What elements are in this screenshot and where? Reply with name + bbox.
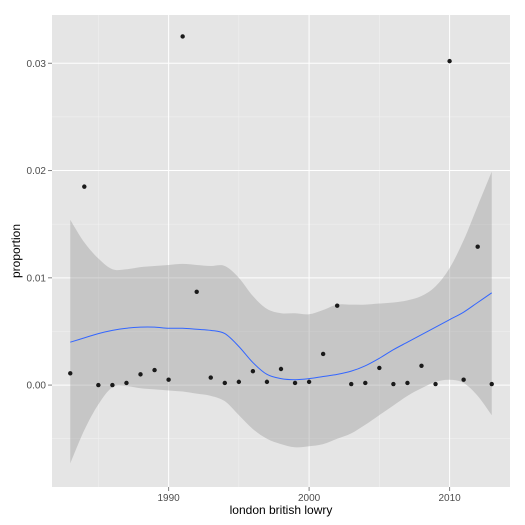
y-tick-label: 0.02 xyxy=(27,166,47,177)
data-point xyxy=(82,184,87,189)
data-point xyxy=(222,380,228,386)
data-point xyxy=(447,58,452,64)
data-point xyxy=(180,34,185,39)
data-point xyxy=(433,381,438,387)
major-gridlines xyxy=(52,15,510,487)
y-axis-ticks: 0.00 0.01 0.02 0.03 xyxy=(27,59,52,392)
data-point xyxy=(363,380,368,386)
x-axis-title: london british lowry xyxy=(230,503,333,517)
smooth-trend-line xyxy=(70,292,493,381)
data-point xyxy=(320,351,326,357)
data-point xyxy=(278,366,284,372)
minor-gridlines xyxy=(52,15,510,487)
x-tick-label: 2000 xyxy=(298,493,321,504)
data-point xyxy=(391,381,396,387)
data-point xyxy=(124,380,129,386)
x-tick-label: 2010 xyxy=(438,493,461,504)
x-tick-label: 1990 xyxy=(157,493,180,504)
y-tick-label: 0.01 xyxy=(27,273,47,284)
data-point xyxy=(194,289,199,294)
data-point xyxy=(405,380,410,386)
data-point xyxy=(250,368,256,374)
data-point xyxy=(166,377,171,382)
data-point xyxy=(349,381,354,387)
data-point xyxy=(377,365,382,371)
data-points xyxy=(68,34,494,388)
x-axis-ticks: 1990 2000 2010 xyxy=(157,487,461,504)
data-point xyxy=(236,379,242,385)
data-point xyxy=(264,379,270,385)
data-point xyxy=(334,303,340,308)
data-point xyxy=(475,244,480,249)
confidence-ribbon xyxy=(70,171,492,464)
data-point xyxy=(96,382,101,388)
y-tick-label: 0.00 xyxy=(27,381,47,392)
data-point xyxy=(292,380,298,386)
data-point xyxy=(489,381,494,387)
data-point xyxy=(110,382,115,388)
data-point xyxy=(419,363,424,368)
data-point xyxy=(208,375,213,380)
plot-panel xyxy=(52,15,510,487)
data-point xyxy=(138,372,143,377)
y-axis-title: proportion xyxy=(9,224,23,278)
data-point xyxy=(68,371,73,376)
data-point xyxy=(306,379,312,385)
y-tick-label: 0.03 xyxy=(27,59,47,70)
data-point xyxy=(152,367,157,373)
data-point xyxy=(461,377,466,382)
